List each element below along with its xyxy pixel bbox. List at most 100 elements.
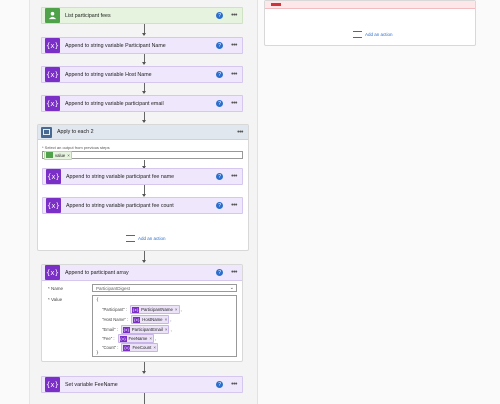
help-icon[interactable]: ? <box>216 202 224 209</box>
help-icon[interactable]: ? <box>216 12 224 19</box>
append-participant-email-action[interactable]: {x} Append to string variable participan… <box>41 95 243 112</box>
connector <box>144 83 145 93</box>
arrow-icon <box>141 166 146 169</box>
help-icon[interactable]: ? <box>216 42 224 49</box>
arrow-icon <box>141 120 146 123</box>
json-row: "Email" : {x} ParticipantEmail × , <box>102 325 172 334</box>
name-select-value: ParticipantDigest <box>96 285 131 291</box>
help-icon[interactable]: ? <box>216 100 224 107</box>
name-label: * Name <box>48 286 64 291</box>
json-comma: , <box>170 317 172 322</box>
append-host-name-action[interactable]: {x} Append to string variable Host Name … <box>41 66 243 83</box>
close-brace: } <box>96 351 99 356</box>
open-brace: { <box>96 298 99 303</box>
action-title: Append to string variable participant em… <box>65 100 164 107</box>
token-label: value <box>55 152 66 158</box>
variable-icon: {x} <box>46 198 61 213</box>
connector <box>144 393 145 404</box>
more-options-icon[interactable]: ••• <box>231 202 237 209</box>
add-action-button-loop[interactable]: Add an action <box>126 235 166 242</box>
remove-token-icon[interactable]: × <box>153 345 156 350</box>
fee-name-token[interactable]: {x} FeeName × <box>117 334 155 343</box>
apply-to-each-header[interactable]: Apply to each 2 ••• <box>38 125 248 140</box>
remove-token-icon[interactable]: × <box>164 327 168 332</box>
remove-token-icon[interactable]: × <box>164 317 168 322</box>
dataverse-icon <box>45 8 60 23</box>
fee-count-token[interactable]: {x} FeeCount × <box>121 343 158 352</box>
help-icon[interactable]: ? <box>216 71 224 78</box>
json-key: "Count" : <box>102 345 119 350</box>
connector <box>144 362 145 373</box>
arrow-icon <box>141 194 146 197</box>
set-variable-feename-action[interactable]: {x} Set variable FeeName ? ••• <box>41 376 243 393</box>
token-label: ParticipantName <box>141 307 173 312</box>
participant-email-token[interactable]: {x} ParticipantEmail × <box>120 325 170 334</box>
connector <box>144 251 145 262</box>
left-gutter <box>0 0 30 404</box>
remove-token-icon[interactable]: × <box>149 336 153 341</box>
arrow-icon <box>141 260 146 263</box>
variable-icon: {x} <box>45 96 60 111</box>
add-action-button-right[interactable]: Add an action <box>353 31 393 38</box>
token-label: FeeCount <box>132 345 152 350</box>
remove-token-icon[interactable]: × <box>67 152 70 158</box>
add-action-label: Add an action <box>365 32 393 37</box>
variable-icon: {x} <box>45 67 60 82</box>
loop-connector <box>144 185 145 196</box>
action-title: List participant fees <box>65 12 111 19</box>
more-options-icon[interactable]: ••• <box>231 381 237 388</box>
action-title: Append to string variable participant fe… <box>66 173 175 180</box>
append-array-header[interactable]: {x} Append to participant array ? ••• <box>42 265 242 281</box>
add-action-icon <box>353 31 362 38</box>
append-array-card: {x} Append to participant array ? ••• * … <box>41 264 243 362</box>
loop-icon <box>41 126 52 138</box>
help-icon[interactable]: ? <box>216 269 224 276</box>
help-icon[interactable]: ? <box>216 381 224 388</box>
more-options-icon[interactable]: ••• <box>231 71 237 78</box>
append-fee-name-action[interactable]: {x} Append to string variable participan… <box>42 168 243 185</box>
error-banner <box>265 1 475 9</box>
arrow-icon <box>141 33 146 36</box>
json-row: "Count" : {x} FeeCount × <box>102 343 158 352</box>
chevron-down-icon: ⌄ <box>229 285 234 291</box>
value-editor[interactable]: { "Participant" : {x} ParticipantName × … <box>92 295 237 357</box>
token-label: HostName <box>142 317 163 322</box>
more-options-icon[interactable]: ••• <box>231 100 237 107</box>
select-output-label: * Select an output from previous steps <box>42 145 110 150</box>
right-branch-panel: Add an action <box>264 0 476 46</box>
value-token[interactable]: value × <box>44 150 72 160</box>
arrow-icon <box>141 62 146 65</box>
action-title: Append to string variable Participant Na… <box>65 42 166 49</box>
connector <box>144 54 145 64</box>
more-options-icon[interactable]: ••• <box>231 269 237 276</box>
host-name-token[interactable]: {x} HostName × <box>131 315 170 324</box>
select-output-field[interactable]: value × <box>42 150 243 160</box>
more-options-icon[interactable]: ••• <box>231 42 237 49</box>
variable-token-icon: {x} <box>132 306 140 313</box>
name-select[interactable]: ParticipantDigest ⌄ <box>92 284 237 292</box>
append-participant-name-action[interactable]: {x} Append to string variable Participan… <box>41 37 243 54</box>
more-options-icon[interactable]: ••• <box>237 128 243 136</box>
participant-name-token[interactable]: {x} ParticipantName × <box>130 305 180 314</box>
json-key: "Host Name" : <box>102 317 129 322</box>
json-key: "Fee" : <box>102 336 115 341</box>
add-action-icon <box>126 235 135 242</box>
more-options-icon[interactable]: ••• <box>231 173 237 180</box>
more-options-icon[interactable]: ••• <box>231 12 237 19</box>
json-comma: , <box>170 327 172 332</box>
value-label: * Value <box>48 297 63 302</box>
variable-token-icon: {x} <box>133 316 141 323</box>
dataverse-token-icon <box>46 152 53 158</box>
apply-to-each-container: Apply to each 2 ••• * Select an output f… <box>37 124 249 251</box>
remove-token-icon[interactable]: × <box>174 307 178 312</box>
list-participant-fees-action[interactable]: List participant fees ? ••• <box>41 7 243 24</box>
variable-icon: {x} <box>45 38 60 53</box>
arrow-icon <box>141 371 146 374</box>
connector <box>144 112 145 122</box>
append-fee-count-action[interactable]: {x} Append to string variable participan… <box>42 197 243 214</box>
action-title: Append to string variable participant fe… <box>66 202 174 209</box>
help-icon[interactable]: ? <box>216 173 224 180</box>
action-title: Append to participant array <box>65 269 129 276</box>
error-indicator <box>271 3 281 6</box>
json-comma: , <box>180 307 182 312</box>
